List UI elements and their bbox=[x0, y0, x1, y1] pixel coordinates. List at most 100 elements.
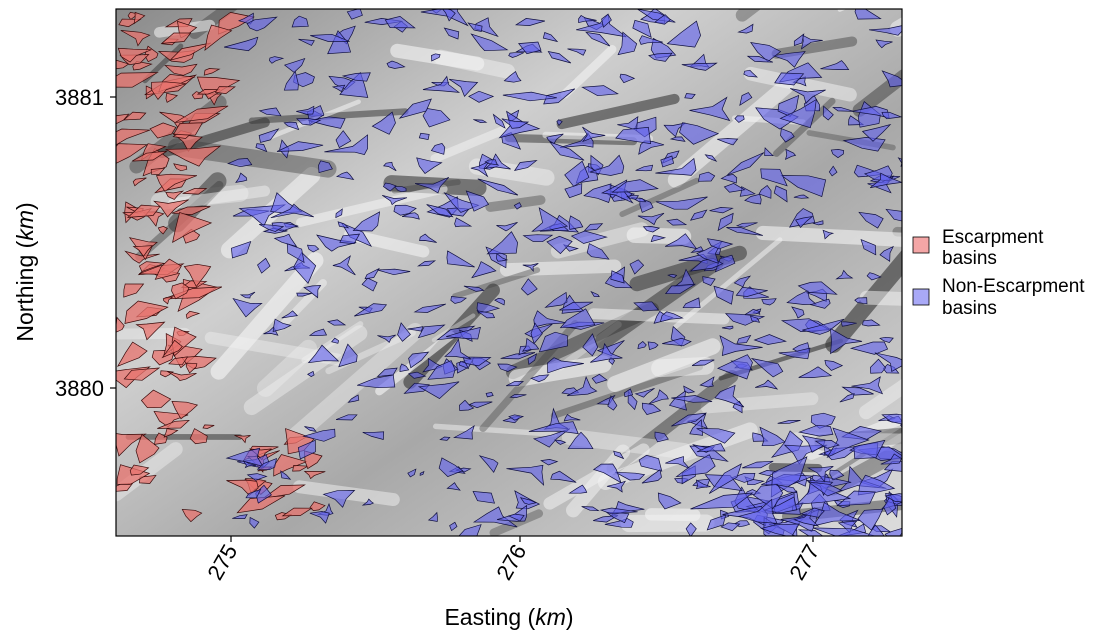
non-escarpment-basin bbox=[589, 154, 625, 176]
non-escarpment-basin bbox=[249, 516, 260, 529]
non-escarpment-basin bbox=[820, 60, 850, 70]
escarpment-basin bbox=[164, 145, 222, 167]
hillshade-streak bbox=[430, 122, 517, 163]
non-escarpment-basin bbox=[837, 520, 858, 534]
non-escarpment-basin bbox=[601, 13, 612, 28]
non-escarpment-basin bbox=[737, 498, 778, 524]
escarpment-basin bbox=[183, 263, 212, 288]
non-escarpment-basin bbox=[232, 298, 263, 318]
non-escarpment-basin bbox=[467, 22, 483, 32]
non-escarpment-basin bbox=[472, 506, 518, 528]
non-escarpment-basin bbox=[668, 390, 687, 411]
non-escarpment-basin bbox=[657, 492, 682, 510]
escarpment-basin bbox=[160, 32, 192, 44]
non-escarpment-basin bbox=[231, 241, 252, 259]
non-escarpment-basin bbox=[408, 371, 427, 379]
escarpment-basin bbox=[124, 250, 160, 264]
non-escarpment-basin bbox=[793, 33, 805, 46]
non-escarpment-basin bbox=[759, 426, 786, 447]
non-escarpment-basin bbox=[382, 161, 397, 172]
escarpment-basin bbox=[122, 111, 147, 121]
non-escarpment-basin bbox=[450, 296, 468, 304]
non-escarpment-basin bbox=[521, 337, 540, 352]
non-escarpment-basin bbox=[443, 27, 460, 40]
non-escarpment-basin bbox=[371, 111, 396, 135]
non-escarpment-basin bbox=[881, 111, 902, 120]
non-escarpment-basin bbox=[232, 514, 248, 519]
y-axis-title-text: Northing bbox=[12, 255, 38, 342]
non-escarpment-basin bbox=[564, 183, 583, 199]
non-escarpment-basin bbox=[439, 436, 451, 441]
hillshade-streak bbox=[504, 133, 638, 146]
non-escarpment-basin bbox=[641, 469, 662, 484]
hillshade-streak bbox=[489, 509, 544, 536]
non-escarpment-basin bbox=[507, 513, 525, 522]
non-escarpment-basin bbox=[417, 381, 460, 400]
non-escarpment-basin bbox=[741, 460, 774, 469]
non-escarpment-basin bbox=[331, 84, 346, 93]
non-escarpment-basin bbox=[407, 468, 417, 478]
non-escarpment-basin bbox=[737, 23, 754, 34]
non-escarpment-basin bbox=[304, 426, 317, 432]
non-escarpment-basin bbox=[496, 221, 518, 232]
non-escarpment-basin bbox=[830, 149, 845, 159]
legend-swatch-escarpment bbox=[912, 236, 930, 254]
non-escarpment-basin bbox=[497, 363, 518, 372]
non-escarpment-basin bbox=[272, 318, 292, 332]
non-escarpment-basin bbox=[235, 172, 248, 183]
non-escarpment-basin bbox=[397, 322, 411, 342]
non-escarpment-basin bbox=[318, 160, 333, 174]
hillshade-streak bbox=[452, 267, 541, 299]
non-escarpment-basin bbox=[567, 431, 594, 450]
non-escarpment-basin bbox=[699, 376, 715, 388]
non-escarpment-basin bbox=[795, 215, 814, 228]
non-escarpment-basin bbox=[777, 420, 801, 424]
non-escarpment-basin bbox=[826, 427, 870, 458]
non-escarpment-basin bbox=[717, 212, 734, 232]
non-escarpment-basin bbox=[310, 33, 350, 42]
non-escarpment-basin bbox=[564, 160, 590, 187]
non-escarpment-basin bbox=[800, 34, 823, 50]
non-escarpment-basin bbox=[755, 379, 779, 390]
non-escarpment-basin bbox=[339, 233, 361, 244]
hillshade-streak bbox=[594, 253, 725, 350]
escarpment-basin bbox=[234, 434, 251, 444]
non-escarpment-basin bbox=[296, 105, 315, 115]
non-escarpment-basin bbox=[494, 297, 505, 306]
non-escarpment-basin bbox=[444, 338, 472, 360]
non-escarpment-basin bbox=[384, 16, 416, 29]
non-escarpment-basin bbox=[667, 274, 678, 279]
y-tick-label: 3881 bbox=[55, 85, 104, 110]
non-escarpment-basin bbox=[364, 267, 380, 280]
non-escarpment-basin bbox=[610, 270, 625, 284]
non-escarpment-basin bbox=[753, 334, 787, 345]
non-escarpment-basin bbox=[335, 208, 343, 219]
escarpment-basin bbox=[161, 339, 183, 359]
non-escarpment-basin bbox=[689, 96, 731, 122]
non-escarpment-basin bbox=[227, 158, 253, 168]
non-escarpment-basin bbox=[648, 389, 669, 405]
non-escarpment-basin bbox=[335, 130, 352, 149]
escarpment-basin bbox=[140, 389, 172, 409]
hillshade-streak bbox=[243, 325, 368, 416]
non-escarpment-basin bbox=[419, 470, 425, 476]
non-escarpment-basin bbox=[851, 376, 884, 395]
non-escarpment-basin bbox=[841, 386, 874, 396]
non-escarpment-basin bbox=[446, 482, 461, 491]
hillshade-streak bbox=[210, 252, 324, 380]
non-escarpment-basin bbox=[242, 460, 257, 469]
non-escarpment-basin bbox=[760, 523, 800, 536]
non-escarpment-basin bbox=[727, 152, 765, 176]
non-escarpment-basin bbox=[868, 524, 885, 536]
y-tick-label: 3880 bbox=[55, 376, 104, 401]
non-escarpment-basin bbox=[611, 179, 659, 193]
non-escarpment-basin bbox=[357, 374, 396, 389]
escarpment-basin bbox=[126, 204, 161, 218]
escarpment-basin bbox=[155, 173, 198, 192]
non-escarpment-basin bbox=[458, 524, 482, 536]
non-escarpment-basin bbox=[468, 401, 493, 409]
x-axis-title-unit: km bbox=[535, 604, 566, 630]
escarpment-basin bbox=[157, 226, 168, 235]
non-escarpment-basin bbox=[548, 141, 585, 161]
non-escarpment-basin bbox=[438, 457, 464, 478]
